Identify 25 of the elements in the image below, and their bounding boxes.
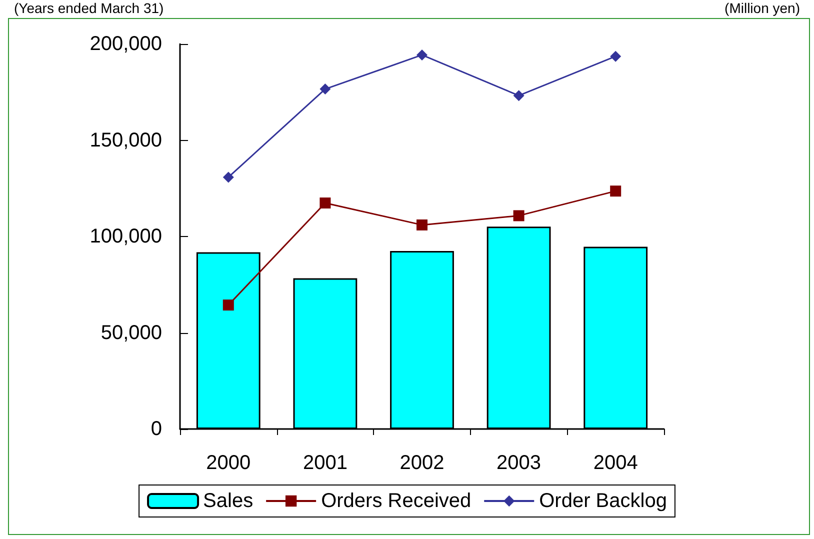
y-tick-label: 100,000 <box>90 226 162 248</box>
point <box>513 90 524 102</box>
point <box>222 172 234 183</box>
point <box>416 49 428 60</box>
x-tick-label: 2003 <box>496 452 542 474</box>
point <box>416 219 428 230</box>
point <box>320 198 331 209</box>
y-tick-label: 150,000 <box>90 129 162 152</box>
text: (Million yen) <box>724 0 800 16</box>
point <box>320 84 331 95</box>
point <box>610 50 622 62</box>
y-tick-label: 200,000 <box>90 33 162 55</box>
point <box>610 186 622 197</box>
x-tick-label: 2000 <box>206 452 251 474</box>
x-tick-label: 2001 <box>302 452 348 474</box>
legend-label: Orders Received <box>321 490 472 512</box>
x-tick-label: 2004 <box>593 452 638 474</box>
x-tick-label: 2002 <box>400 452 444 474</box>
y-tick-label: 0 <box>150 418 162 440</box>
legend-label: Sales <box>203 490 254 512</box>
point <box>222 300 234 311</box>
point <box>513 210 524 222</box>
legend-label: Order Backlog <box>539 490 667 512</box>
y-tick-label: 50,000 <box>100 322 162 344</box>
text: (Years ended March 31) <box>14 0 164 16</box>
